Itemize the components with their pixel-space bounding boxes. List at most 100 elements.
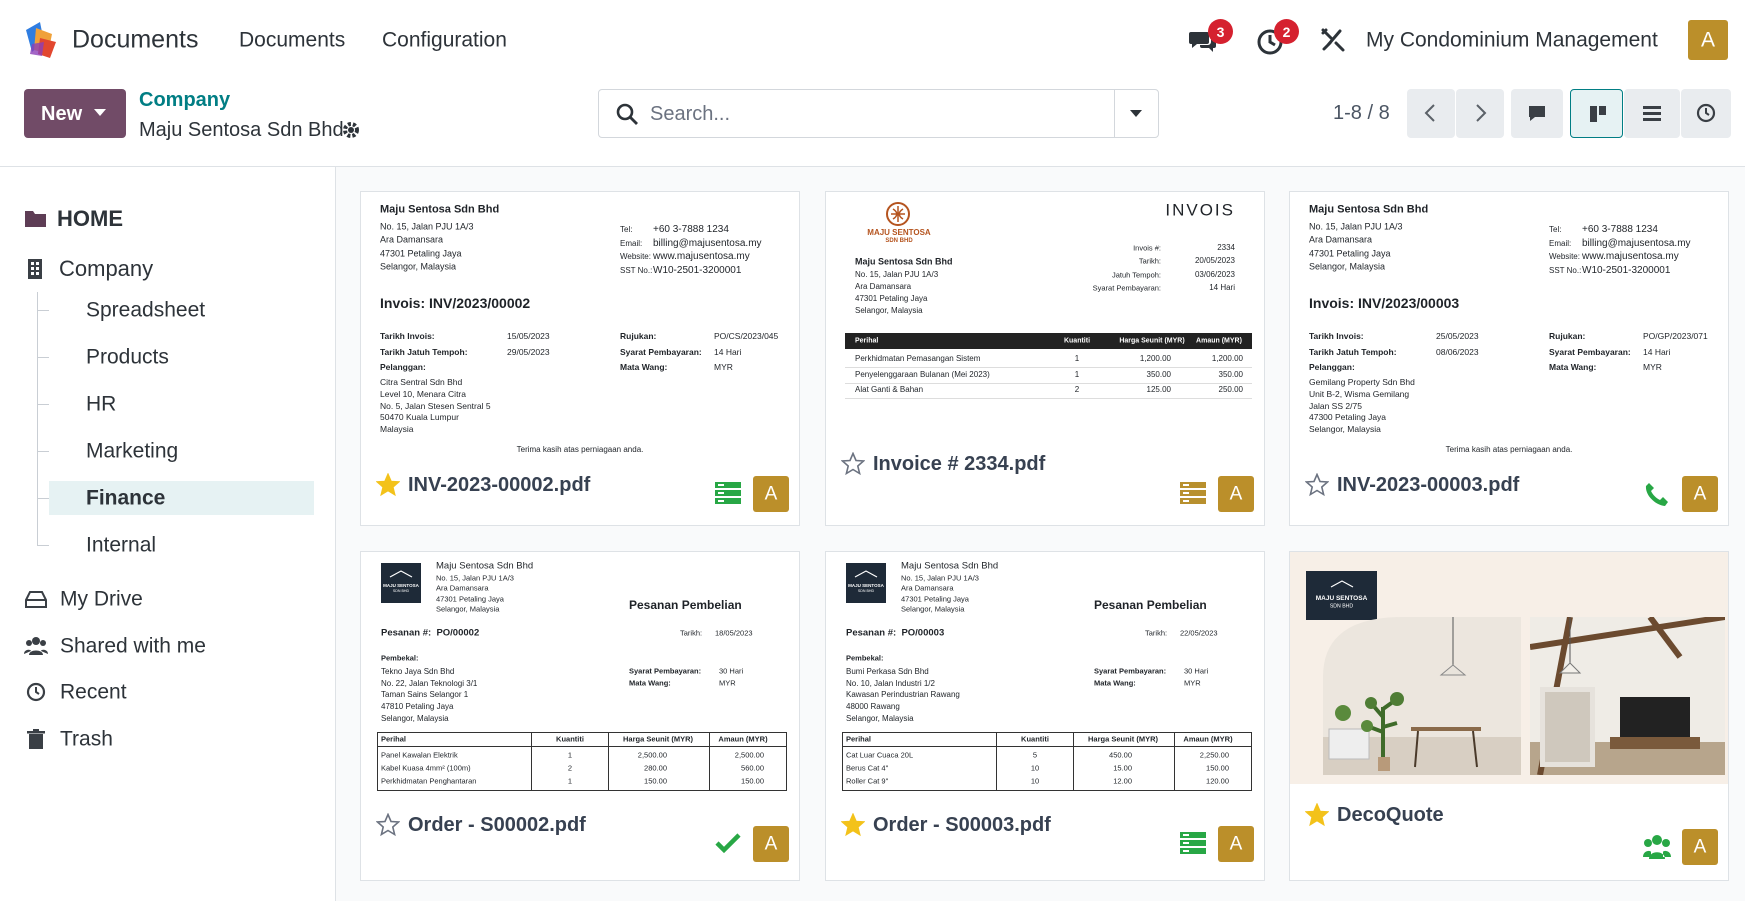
doc-vendor: Taman Sains Selangor 1: [381, 690, 469, 700]
doc-field-label: Syarat Pembayaran:: [1094, 666, 1167, 676]
pager-prev[interactable]: [1407, 89, 1455, 138]
sidebar-border: [335, 167, 336, 901]
settings-icon[interactable]: [1320, 27, 1346, 53]
owner-avatar-letter: A: [1229, 483, 1243, 505]
doc-address: Selangor, Malaysia: [436, 604, 500, 614]
graphic: [35, 687, 40, 695]
graphic: [27, 729, 45, 749]
doc-address: Ara Damansara: [855, 282, 912, 291]
document-card[interactable]: MAJU SENTOSA SDN BHD DecoQuote A: [1289, 551, 1729, 881]
owner-avatar: A: [753, 826, 789, 862]
menu-item[interactable]: Configuration: [382, 28, 507, 52]
doc-contact-value: +60 3-7888 1234: [1582, 224, 1658, 235]
activity-view[interactable]: [1681, 89, 1731, 138]
graphic: [841, 813, 865, 837]
sidebar-folder[interactable]: HR: [86, 392, 117, 416]
sidebar-section[interactable]: Trash: [60, 727, 113, 751]
document-card[interactable]: Maju Sentosa Sdn Bhd No. 15, Jalan PJU 1A…: [1289, 191, 1729, 526]
document-name[interactable]: INV-2023-00002.pdf: [408, 474, 591, 496]
document-card[interactable]: Maju Sentosa Sdn Bhd No. 15, Jalan PJU 1A…: [360, 191, 800, 526]
graphic: [1323, 617, 1521, 775]
company-switcher[interactable]: My Condominium Management: [1366, 28, 1658, 52]
sidebar-company[interactable]: Company: [59, 256, 154, 281]
list-view[interactable]: [1624, 89, 1680, 138]
document-card[interactable]: MAJU SENTOSA SDN BHD Maju Sentosa Sdn Bhd N…: [360, 551, 800, 881]
doc-address: 47301 Petaling Jaya: [855, 294, 928, 303]
graphic: [348, 127, 354, 133]
chatter-toggle[interactable]: [1511, 89, 1563, 138]
graphic: [1366, 697, 1399, 767]
record-gear[interactable]: [341, 120, 361, 140]
pager[interactable]: 1-8 / 8: [1333, 102, 1390, 124]
activity-view-icon: [1695, 102, 1717, 124]
doc-table-cell: 5: [1032, 750, 1038, 760]
favorite-star[interactable]: [376, 813, 400, 837]
graphic: [94, 109, 106, 116]
sidebar-folder[interactable]: Marketing: [86, 439, 179, 463]
document-name[interactable]: Invoice # 2334.pdf: [873, 453, 1046, 475]
graphic: [25, 591, 47, 608]
record-name: Maju Sentosa Sdn Bhd: [139, 119, 344, 141]
new-button[interactable]: New: [24, 89, 126, 138]
document-name[interactable]: Order - S00003.pdf: [873, 814, 1051, 836]
graphic: [26, 682, 46, 702]
doc-field-label: Mata Wang:: [1094, 678, 1136, 688]
graphic: [26, 640, 32, 646]
kanban-view-icon: [1587, 103, 1609, 125]
graphic: [1643, 850, 1671, 859]
pager-next[interactable]: [1456, 89, 1504, 138]
graphic: [1620, 697, 1690, 737]
kanban-view[interactable]: [1570, 89, 1623, 138]
document-card[interactable]: MAJU SENTOSA SDN BHD Maju Sentosa Sdn Bhd N…: [825, 551, 1265, 881]
doc-row-line: [845, 382, 1252, 384]
document-name[interactable]: Order - S00002.pdf: [408, 814, 586, 836]
favorite-star[interactable]: [1305, 803, 1329, 827]
graphic: [1643, 835, 1671, 859]
search-box[interactable]: Search...: [598, 89, 1159, 138]
doc-field-value: 29/05/2023: [507, 346, 550, 357]
doc-row-line: [845, 367, 1252, 368]
graphic: [1411, 727, 1481, 731]
doc-vendor: Tekno Jaya Sdn Bhd: [381, 667, 455, 676]
menu-item[interactable]: Documents: [239, 28, 346, 52]
graphic: [26, 682, 46, 702]
graphic: [1643, 106, 1661, 109]
sidebar-section[interactable]: Recent: [60, 680, 127, 704]
sidebar-folder[interactable]: Products: [86, 345, 169, 369]
doc-contact-value: W10-2501-3200001: [1582, 265, 1671, 277]
sidebar-section[interactable]: My Drive: [60, 587, 143, 611]
graphic: [28, 259, 42, 279]
sidebar-folder[interactable]: Internal: [86, 533, 157, 557]
doc-table-col: [996, 732, 997, 791]
favorite-star[interactable]: [376, 473, 400, 497]
search-toggle[interactable]: [1129, 109, 1143, 119]
doc-field-value: 20/05/2023: [1194, 256, 1235, 266]
sidebar-home[interactable]: HOME: [57, 206, 123, 231]
graphic: [1390, 692, 1404, 706]
doc-table-cell: Penyelenggaraan Bulanan (Mei 2023): [855, 369, 990, 379]
favorite-star[interactable]: [841, 452, 865, 476]
room-photo: [1323, 617, 1521, 775]
avatar-letter: A: [1700, 28, 1716, 52]
favorite-star[interactable]: [841, 813, 865, 837]
document-name[interactable]: DecoQuote: [1337, 804, 1444, 826]
sidebar-folder[interactable]: Spreadsheet: [86, 298, 206, 322]
graphic: [1180, 498, 1206, 504]
sidebar-section[interactable]: Shared with me: [60, 634, 206, 658]
sidebar-folder[interactable]: Finance: [86, 486, 166, 510]
document-card[interactable]: MAJU SENTOSA SDN BHD INVOIS Invois #: 2334 Ta…: [825, 191, 1265, 526]
graphic: [1305, 803, 1329, 827]
doc-field-label: Tarikh Jatuh Tempoh:: [1309, 346, 1397, 357]
sidebar-icon: [24, 207, 48, 229]
document-name[interactable]: INV-2023-00003.pdf: [1337, 474, 1520, 496]
favorite-star[interactable]: [1305, 473, 1329, 497]
user-avatar[interactable]: A: [1688, 20, 1728, 60]
doc-address: Ara Damansara: [380, 234, 444, 245]
doc-field-value: 03/06/2023: [1194, 269, 1235, 279]
owner-avatar-letter: A: [1693, 483, 1707, 505]
doc-field-value: 2334: [1217, 243, 1235, 252]
graphic: [1378, 757, 1390, 771]
doc-contact-value: +60 3-7888 1234: [653, 224, 729, 235]
doc-heading: Pesanan Pembelian: [629, 598, 742, 612]
breadcrumb[interactable]: Company: [139, 89, 231, 111]
